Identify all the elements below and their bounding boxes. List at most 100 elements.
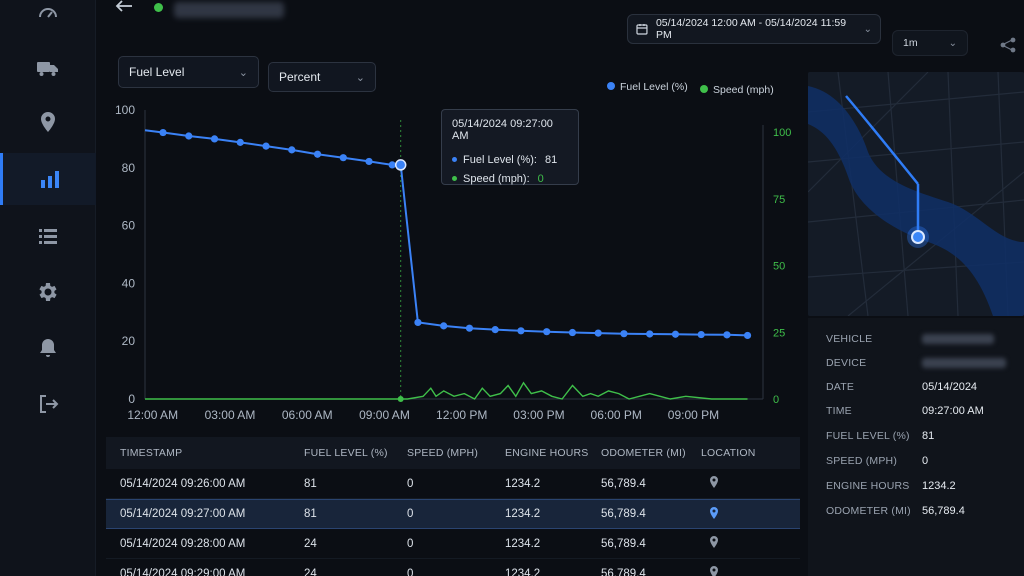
nav-dashboard[interactable] [0, 0, 96, 38]
logout-icon [40, 395, 59, 413]
fuel-selected-point [394, 159, 407, 171]
river-shape [808, 86, 1024, 316]
location-map[interactable] [808, 72, 1024, 316]
fuel-data-point [646, 330, 654, 338]
cell-timestamp: 05/14/2024 09:29:00 AM [120, 567, 246, 576]
fuel-data-point [339, 154, 347, 162]
cell-engine-hours: 1234.2 [505, 567, 541, 576]
device-label: DEVICE [826, 357, 867, 369]
nav-reports[interactable] [0, 153, 96, 205]
y-left-tick-label: 0 [128, 392, 135, 406]
fuel-data-point [620, 330, 628, 338]
device-value-redacted [922, 358, 1006, 368]
fuel-data-point [568, 328, 577, 337]
fuel-data-point [594, 329, 602, 337]
col-odometer[interactable]: ODOMETER (MI) [601, 447, 686, 459]
fuel-data-point [185, 132, 193, 140]
location-pin-icon[interactable] [709, 536, 719, 548]
unit-select[interactable]: Percent ⌄ [268, 62, 376, 92]
metric-select-value: Fuel Level [129, 65, 185, 79]
nav-vehicles[interactable] [0, 42, 96, 94]
location-pin-icon[interactable] [709, 476, 719, 488]
speed-value: 0 [922, 455, 929, 467]
y-right-tick-label: 50 [773, 261, 785, 273]
vehicle-title-redacted [174, 2, 284, 18]
x-tick-label: 06:00 AM [282, 408, 333, 422]
col-engine-hours[interactable]: ENGINE HOURS [505, 447, 589, 459]
vehicle-value-redacted [922, 334, 994, 344]
chart-svg: 0 20 40 60 80 100 0 25 50 75 100 12:00 AM 03:00 AM 06… [115, 81, 791, 422]
location-pin-icon[interactable] [709, 506, 719, 519]
odometer-label: ODOMETER (MI) [826, 505, 911, 517]
fuel-dot-icon [452, 157, 457, 162]
col-location[interactable]: LOCATION [701, 447, 756, 459]
telemetry-table: TIMESTAMP FUEL LEVEL (%) SPEED (MPH) ENG… [106, 437, 800, 576]
bell-icon [40, 339, 56, 357]
tooltip-speed-value: 0 [537, 172, 544, 185]
x-tick-label: 03:00 AM [205, 408, 256, 422]
fuel-data-point [743, 331, 752, 340]
chevron-down-icon: ⌄ [355, 71, 365, 84]
top-bar: 05/14/2024 12:00 AM - 05/14/2024 11:59 P… [96, 0, 1024, 60]
chart-tooltip: 05/14/2024 09:27:00 AM Fuel Level (%): 8… [441, 109, 579, 185]
fuel-data-point [236, 138, 244, 146]
speedometer-icon [39, 8, 57, 18]
y-right-tick-label: 25 [773, 327, 785, 339]
engine-hours-value: 1234.2 [922, 480, 956, 492]
interval-select[interactable]: 1m ⌄ [892, 30, 968, 56]
engine-hours-label: ENGINE HOURS [826, 480, 910, 492]
table-row[interactable]: 05/14/2024 09:28:00 AM 24 0 1234.2 56,78… [106, 529, 800, 559]
time-label: TIME [826, 405, 852, 417]
metric-select[interactable]: Fuel Level ⌄ [118, 56, 259, 88]
cell-fuel: 81 [304, 508, 317, 520]
cell-speed: 0 [407, 537, 414, 550]
cell-timestamp: 05/14/2024 09:28:00 AM [120, 537, 246, 550]
back-arrow-icon[interactable] [114, 0, 134, 16]
table-row-selected[interactable]: 05/14/2024 09:27:00 AM 81 0 1234.2 56,78… [106, 499, 800, 529]
nav-logout[interactable] [0, 378, 96, 430]
cell-odometer: 56,789.4 [601, 537, 646, 550]
table-row[interactable]: 05/14/2024 09:29:00 AM 24 0 1234.2 56,78… [106, 559, 800, 576]
tooltip-speed-label: Speed (mph): [463, 172, 530, 185]
chevron-down-icon: ⌄ [948, 37, 957, 49]
cell-fuel: 24 [304, 537, 317, 550]
speed-selected-point [397, 396, 404, 402]
x-tick-label: 09:00 PM [668, 408, 719, 422]
interval-value: 1m [903, 37, 918, 49]
chevron-down-icon: ⌄ [238, 66, 248, 79]
sidebar [0, 0, 96, 576]
cell-timestamp: 05/14/2024 09:26:00 AM [120, 477, 246, 490]
fuel-data-point [723, 331, 731, 339]
fuel-data-point [465, 324, 474, 332]
table-row[interactable]: 05/14/2024 09:26:00 AM 81 0 1234.2 56,78… [106, 469, 800, 499]
map-svg [808, 72, 1024, 316]
x-tick-label: 09:00 AM [359, 408, 410, 422]
nav-list[interactable] [0, 210, 96, 262]
cell-engine-hours: 1234.2 [505, 537, 541, 550]
list-icon [39, 229, 57, 244]
y-left-tick-label: 60 [122, 219, 136, 233]
x-tick-label: 06:00 PM [591, 408, 642, 422]
fuel-series-line [144, 129, 748, 337]
gear-icon [39, 283, 57, 301]
col-timestamp[interactable]: TIMESTAMP [120, 447, 183, 459]
share-icon[interactable] [999, 36, 1017, 54]
cell-odometer: 56,789.4 [601, 477, 646, 490]
cell-engine-hours: 1234.2 [505, 508, 541, 520]
location-pin-icon[interactable] [709, 566, 719, 576]
nav-map[interactable] [0, 96, 96, 148]
fuel-data-point [365, 157, 373, 166]
fuel-level-value: 81 [922, 430, 935, 442]
date-range-picker[interactable]: 05/14/2024 12:00 AM - 05/14/2024 11:59 P… [627, 14, 881, 44]
y-right-tick-label: 100 [773, 127, 791, 139]
nav-notifications[interactable] [0, 322, 96, 374]
nav-settings[interactable] [0, 266, 96, 318]
cell-speed: 0 [407, 508, 414, 520]
col-speed[interactable]: SPEED (MPH) [407, 447, 479, 459]
x-tick-label: 12:00 AM [127, 408, 178, 422]
fuel-data-point [288, 146, 296, 154]
col-fuel-level[interactable]: FUEL LEVEL (%) [304, 447, 388, 459]
fuel-data-point [697, 330, 705, 339]
y-right-tick-label: 75 [773, 194, 785, 206]
location-pin-icon [41, 112, 55, 132]
